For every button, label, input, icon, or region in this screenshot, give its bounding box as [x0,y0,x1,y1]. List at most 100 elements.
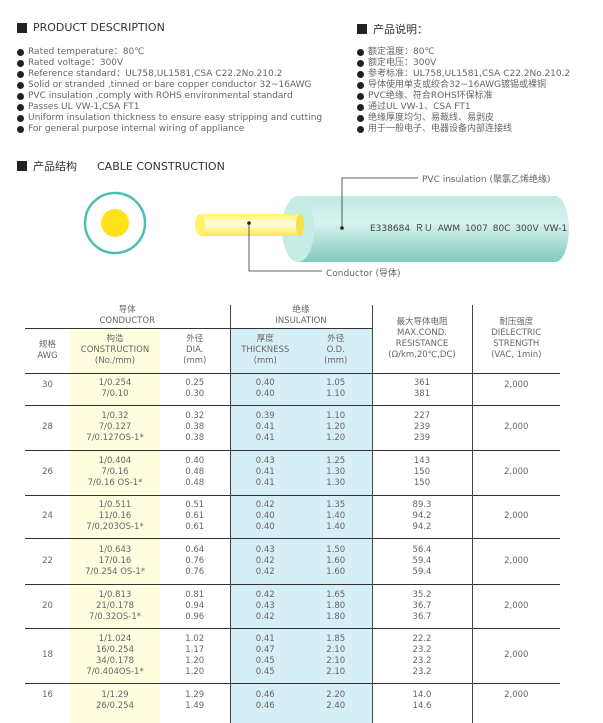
od-value: 1.30 [326,478,346,488]
cell-resistance: 227 239 239 [372,404,472,450]
heading-text: PRODUCT DESCRIPTION [33,21,165,34]
heading-en: CABLE CONSTRUCTION [97,159,225,173]
group-cn: 绝缘 [292,305,310,316]
od-value: 1.10 [326,411,346,421]
description-item: Reference standard：UL758,UL1581,CSA C22.… [17,69,322,80]
cell-dielectric: 2,000 [471,627,560,683]
header-line: (No./mm) [94,356,136,366]
cell-awg: 24 [25,494,70,538]
square-bullet-icon [17,22,27,33]
cell-construction: 1/1.024 16/0.254 34/0.178 7/0.404OS-1* [70,627,160,683]
resistance-value: 59.4 [412,555,432,566]
dia-value: 0.48 [185,467,205,477]
thickness-value: 0.40 [255,389,275,399]
dia-value: 1.49 [185,700,205,711]
table-row: 30 1/0.254 7/0.10 0.25 0.30 0.40 0.40 1.05 1.10 3… [25,372,560,405]
od-value: 2.10 [326,655,346,666]
header-line: AWG [37,350,58,361]
thickness-value: 0.43 [255,544,275,555]
description-cn-list: 额定温度：80℃ 额定电压：300V 参考标准：UL758,UL1581,CSA C… [357,47,570,135]
resistance-value: 36.7 [412,611,432,622]
cell-resistance: 89.3 94.2 94.2 [372,494,472,538]
od-value: 1.25 [326,456,346,466]
od-value: 1.40 [326,522,346,532]
resistance-value: 361 [413,378,431,388]
header-dielectric: 耐压强度 DIELECTRIC STRENGTH (VAC, 1min) [471,305,560,373]
cell-dia: 0.64 0.76 0.76 [160,537,230,584]
dia-value: 0.51 [185,500,205,510]
description-item: Passes UL VW-1,CSA FT1 [17,102,322,113]
thickness-value: 0.42 [255,500,275,510]
construction-value: 7/0.404OS-1* [86,666,144,677]
construction-value: 7/0.127OS-1* [86,433,144,443]
cell-awg: 22 [25,537,70,584]
cell-dia: 0.25 0.30 [160,372,230,405]
description-item: 通过UL VW-1、CSA FT1 [357,102,570,113]
heading-cn: 产品结构 [33,160,77,173]
cell-dielectric: 2,000 [471,449,560,495]
dia-value: 1.17 [185,644,205,655]
cell-dia: 1.29 1.49 [160,682,230,723]
thickness-value: 0.41 [255,433,275,443]
cable-diagram [83,177,569,272]
product-description-heading: PRODUCT DESCRIPTION [17,21,165,34]
thickness-value: 0.45 [255,666,275,677]
thickness-value: 0.43 [255,600,275,611]
cell-od: 1.25 1.30 1.30 [300,449,373,495]
cell-thickness: 0.46 0.46 [229,682,300,723]
od-value: 1.10 [326,389,346,399]
od-value: 2.20 [326,689,346,700]
header-dia: 外径 DIA. (mm) [160,328,230,373]
awg-value: 22 [42,555,53,566]
table-row: 20 1/0.813 21/0.178 7/0.32OS-1* 0.81 0.94 0.96… [25,583,560,628]
construction-value: 34/0.178 [95,655,134,666]
resistance-value: 22.2 [412,633,432,644]
cell-od: 1.65 1.80 1.80 [300,583,373,628]
table-row: 16 1/1.29 26/0.254 1.29 1.49 0.46 0.46 2.20 2.40… [25,682,560,723]
cell-dia: 1.02 1.17 1.20 1.20 [160,627,230,683]
cell-thickness: 0.39 0.41 0.41 [229,404,300,450]
dia-value: 0.64 [185,544,205,555]
cell-dielectric: 2,000 [471,404,560,450]
construction-value: 11/0.16 [98,511,132,521]
header-line: 外径 [327,334,345,344]
header-line: 厚度 [256,334,274,344]
table-row: 28 1/0.32 7/0.127 7/0.127OS-1* 0.32 0.38 0.38 0… [25,404,560,450]
resistance-value: 143 [413,456,431,466]
header-line: CONSTRUCTION [80,345,150,355]
construction-value: 21/0.178 [95,600,134,611]
resistance-value: 381 [413,389,431,399]
description-item: Solid or stranded ,tinned or bare copper… [17,80,322,91]
construction-value: 1/1.29 [101,689,129,700]
construction-value: 1/0.254 [98,378,132,388]
resistance-value: 56.4 [412,544,432,555]
dia-value: 0.38 [185,433,205,443]
construction-value: 1/1.024 [98,633,132,644]
dia-value: 1.20 [185,666,205,677]
awg-value: 24 [42,511,53,521]
cell-od: 1.50 1.60 1.60 [300,537,373,584]
construction-value: 1/0.32 [101,411,129,421]
conductor-label: Conductor (导体) [326,269,401,279]
dia-value: 1.02 [185,633,205,644]
group-insulation: 绝缘 INSULATION [229,305,373,329]
thickness-value: 0.46 [255,700,275,711]
construction-value: 1/0.511 [98,500,132,510]
construction-value: 17/0.16 [98,555,132,566]
group-en: CONDUCTOR [99,316,155,327]
group-en: INSULATION [275,316,327,327]
dia-value: 0.81 [185,589,205,600]
resistance-value: 150 [413,478,431,488]
construction-value: 7/0.16 OS-1* [87,478,143,488]
resistance-value: 227 [413,411,431,421]
dielectric-value: 2,000 [504,379,529,390]
cell-thickness: 0.43 0.41 0.41 [229,449,300,495]
cell-dielectric: 2,000 [471,537,560,584]
cell-construction: 1/0.254 7/0.10 [70,372,160,405]
cell-construction: 1/0.511 11/0.16 7/0.203OS-1* [70,494,160,538]
description-item: 参考标准：UL758,UL1581,CSA C22.2No.210.2 [357,69,570,80]
dia-value: 0.30 [185,389,205,399]
construction-value: 7/0.254 OS-1* [84,566,146,577]
thickness-value: 0.42 [255,555,275,566]
od-value: 1.80 [326,611,346,622]
